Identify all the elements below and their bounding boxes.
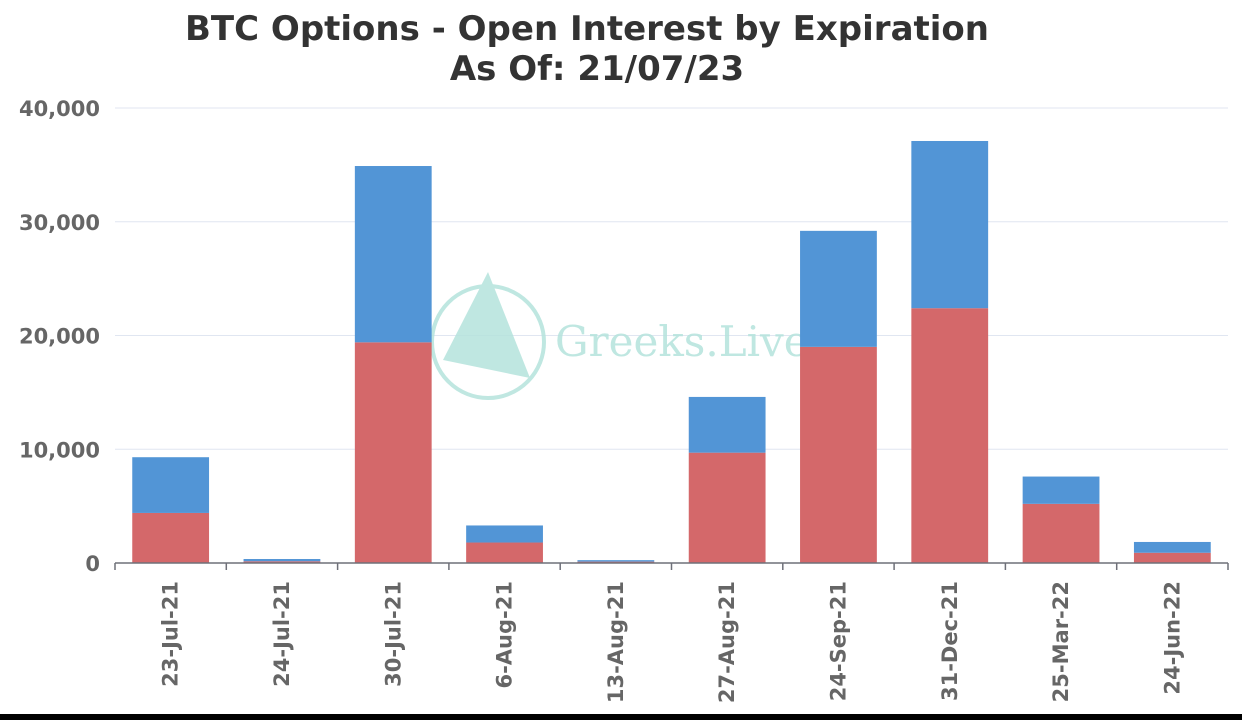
bar-segment-1 bbox=[132, 512, 210, 563]
bar-segment-2 bbox=[466, 525, 543, 543]
x-tick-label: 23-Jul-21 bbox=[159, 581, 183, 687]
y-tick-label: 40,000 bbox=[19, 97, 100, 121]
bar-segment-1 bbox=[466, 542, 543, 563]
watermark-logo-icon bbox=[443, 272, 530, 378]
x-tick-label: 27-Aug-21 bbox=[715, 581, 739, 703]
x-tick-label: 24-Sep-21 bbox=[826, 581, 850, 701]
bar-segment-2 bbox=[577, 560, 655, 562]
chart-title: BTC Options - Open Interest by Expiratio… bbox=[185, 9, 989, 49]
bar-segment-2 bbox=[354, 166, 432, 343]
bar-segment-2 bbox=[1133, 541, 1211, 553]
bar-segment-2 bbox=[132, 457, 210, 513]
bar-segment-2 bbox=[911, 140, 989, 309]
y-tick-label: 0 bbox=[85, 552, 100, 576]
x-axis-ticks: 23-Jul-21 24-Jul-21 30-Jul-21 6-Aug-21 13-Au… bbox=[159, 581, 1185, 703]
bar-segment-2 bbox=[688, 396, 766, 453]
x-tick-label: 25-Mar-22 bbox=[1049, 581, 1073, 702]
x-tick-label: 24-Jul-21 bbox=[270, 581, 294, 687]
x-tick-label: 6-Aug-21 bbox=[493, 581, 517, 689]
y-tick-label: 20,000 bbox=[19, 325, 100, 349]
x-tick-label: 31-Dec-21 bbox=[938, 581, 962, 701]
bar-segment-1 bbox=[688, 452, 766, 563]
watermark: Greeks.Live bbox=[430, 272, 809, 400]
gridlines bbox=[115, 107, 1228, 450]
watermark-text: Greeks.Live bbox=[555, 317, 809, 366]
x-tick-label: 13-Aug-21 bbox=[604, 581, 628, 703]
x-tick-label: 30-Jul-21 bbox=[381, 581, 405, 687]
bar-segment-1 bbox=[800, 346, 877, 563]
bar-segment-1 bbox=[354, 342, 432, 563]
y-tick-label: 10,000 bbox=[19, 438, 100, 462]
x-tick-label: 24-Jun-22 bbox=[1160, 581, 1184, 695]
bar-segment-1 bbox=[243, 561, 321, 563]
bar-segment-2 bbox=[1022, 476, 1100, 504]
bar-segment-1 bbox=[1022, 503, 1100, 563]
bar-segment-1 bbox=[1133, 552, 1211, 563]
y-axis-ticks: 0 10,000 20,000 30,000 40,000 bbox=[19, 97, 100, 576]
bars bbox=[132, 140, 1211, 563]
chart-subtitle: As Of: 21/07/23 bbox=[450, 49, 744, 89]
y-tick-label: 30,000 bbox=[19, 211, 100, 235]
x-axis bbox=[114, 562, 1229, 570]
bar-segment-2 bbox=[243, 559, 321, 562]
bar-segment-1 bbox=[911, 308, 989, 563]
bar-segment-2 bbox=[800, 230, 877, 347]
